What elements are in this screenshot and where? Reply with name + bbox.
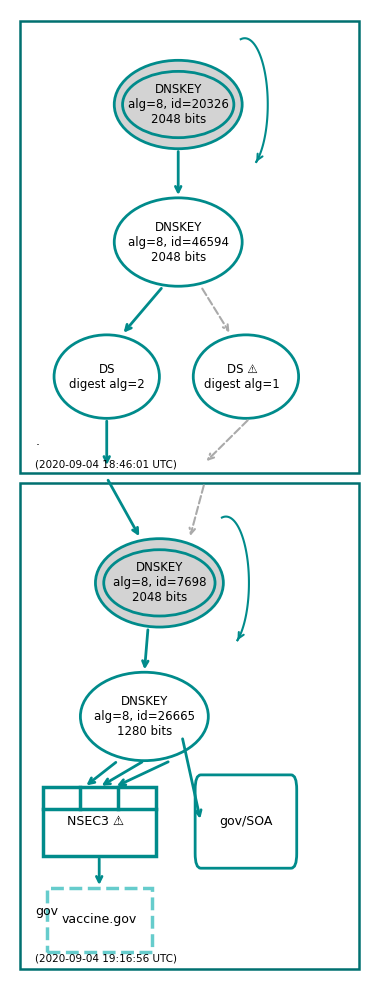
Text: (2020-09-04 19:16:56 UTC): (2020-09-04 19:16:56 UTC) [35, 953, 177, 964]
FancyBboxPatch shape [47, 887, 152, 952]
Ellipse shape [80, 672, 208, 760]
Ellipse shape [96, 539, 223, 627]
Text: NSEC3 ⚠: NSEC3 ⚠ [67, 815, 124, 828]
Ellipse shape [54, 335, 160, 419]
Text: (2020-09-04 18:46:01 UTC): (2020-09-04 18:46:01 UTC) [35, 460, 177, 470]
Ellipse shape [193, 335, 299, 419]
Ellipse shape [122, 71, 234, 138]
Text: vaccine.gov: vaccine.gov [61, 913, 137, 926]
Text: DNSKEY
alg=8, id=46594
2048 bits: DNSKEY alg=8, id=46594 2048 bits [128, 221, 229, 264]
FancyBboxPatch shape [195, 775, 297, 868]
Text: DS ⚠
digest alg=1: DS ⚠ digest alg=1 [204, 362, 280, 391]
Ellipse shape [104, 550, 215, 616]
Text: gov: gov [35, 905, 58, 918]
Text: DNSKEY
alg=8, id=20326
2048 bits: DNSKEY alg=8, id=20326 2048 bits [128, 83, 229, 126]
FancyBboxPatch shape [43, 787, 156, 856]
Ellipse shape [114, 60, 242, 149]
Text: .: . [35, 435, 39, 448]
Text: DNSKEY
alg=8, id=7698
2048 bits: DNSKEY alg=8, id=7698 2048 bits [113, 561, 206, 605]
Ellipse shape [114, 198, 242, 287]
FancyBboxPatch shape [20, 21, 359, 473]
Text: gov/SOA: gov/SOA [219, 815, 273, 828]
Text: DS
digest alg=2: DS digest alg=2 [69, 362, 145, 391]
Text: DNSKEY
alg=8, id=26665
1280 bits: DNSKEY alg=8, id=26665 1280 bits [94, 695, 195, 738]
FancyBboxPatch shape [20, 483, 359, 969]
